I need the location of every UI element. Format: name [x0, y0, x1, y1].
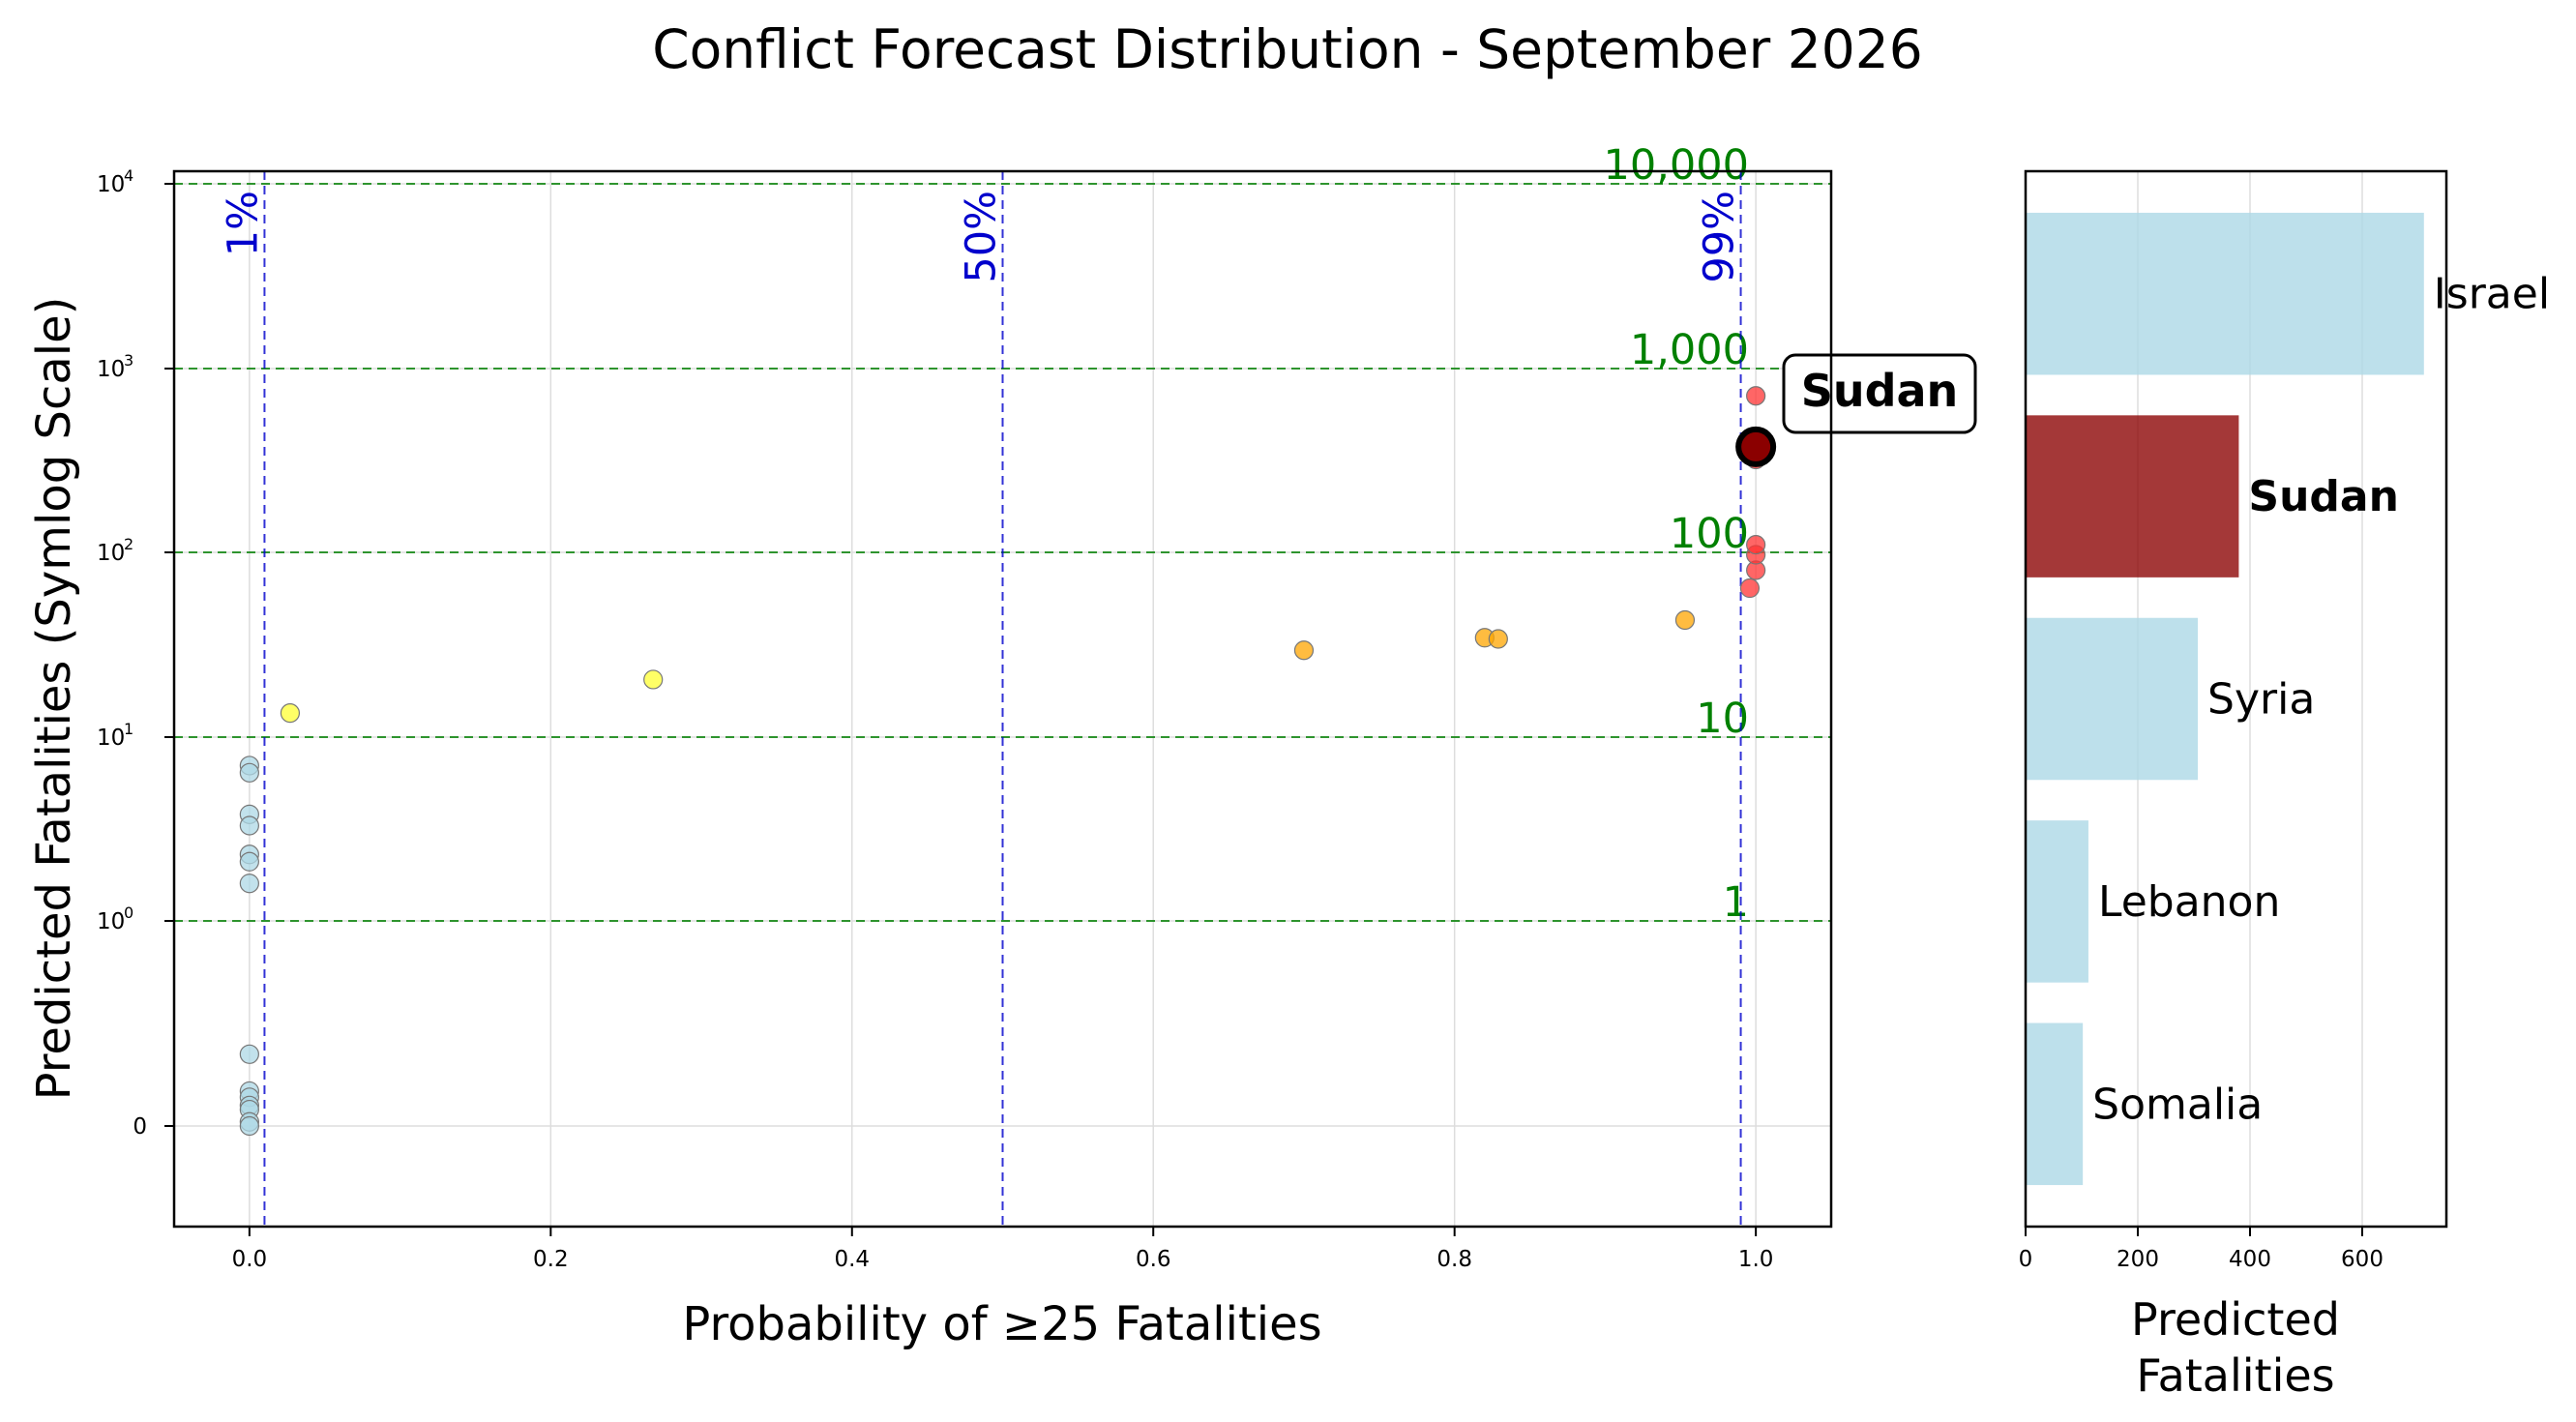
- bar-x-ticks: 0 200 400 600: [2019, 1227, 2384, 1272]
- bar-x-tick-label: 400: [2229, 1247, 2271, 1272]
- fatality-line-label: 1,000: [1630, 326, 1749, 374]
- bar-label: Israel: [2434, 270, 2550, 319]
- bar-label: Syria: [2207, 675, 2315, 725]
- scatter-x-ticks: 0.0 0.2 0.4 0.6 0.8 1.0: [232, 1227, 1774, 1272]
- y-tick-label: 10: [97, 541, 125, 566]
- x-tick-label: 0.8: [1436, 1247, 1472, 1272]
- y-tick-exponent: 3: [124, 351, 133, 370]
- data-point: [280, 703, 301, 724]
- highlight-point: [1735, 426, 1777, 467]
- data-point: [239, 1044, 259, 1064]
- bar-axes-frame: [2024, 169, 2448, 1229]
- reference-lines: 1 10 100 1,000 10,000 1% 50% 99%: [174, 141, 1831, 1227]
- bar: [2026, 212, 2424, 375]
- bar-x-axis-label-line: Predicted: [2131, 1293, 2340, 1346]
- bar-x-tick-label: 0: [2019, 1247, 2033, 1272]
- bar-label: Sudan: [2248, 472, 2399, 521]
- y-tick-exponent: 1: [124, 720, 133, 738]
- y-tick-label: 0: [133, 1114, 147, 1140]
- fatality-line-label: 100: [1670, 510, 1749, 558]
- x-tick-label: 0.6: [1136, 1247, 1171, 1272]
- bars: Israel Sudan Syria Lebanon Somalia: [2026, 212, 2550, 1186]
- data-point: [1674, 609, 1696, 631]
- y-tick-label: 10: [97, 172, 125, 197]
- fatality-line-label: 1: [1723, 878, 1749, 927]
- data-point: [1746, 386, 1766, 406]
- bar: [2026, 617, 2199, 781]
- highlight-label: Sudan: [1801, 365, 1959, 417]
- data-point: [643, 669, 664, 690]
- data-point: [1488, 629, 1508, 649]
- x-tick-label: 0.4: [834, 1247, 870, 1272]
- data-point: [1746, 535, 1766, 555]
- bar-x-tick-label: 600: [2341, 1247, 2384, 1272]
- chart-title: Conflict Forecast Distribution - Septemb…: [652, 18, 1922, 80]
- data-point: [1293, 640, 1315, 661]
- bar-x-tick-label: 200: [2117, 1247, 2159, 1272]
- data-point: [239, 1115, 259, 1137]
- y-tick-exponent: 4: [124, 166, 133, 185]
- scatter-y-axis-label: Predicted Fatalities (Symlog Scale): [27, 297, 81, 1101]
- bar-x-axis-label-line: Fatalities: [2136, 1349, 2334, 1402]
- bar-label: Somalia: [2092, 1080, 2263, 1129]
- x-tick-label: 0.0: [232, 1247, 268, 1272]
- bar-plot: Israel Sudan Syria Lebanon Somalia 0 200 400 60…: [2019, 169, 2550, 1402]
- y-tick-label: 10: [97, 909, 125, 934]
- data-point: [239, 851, 259, 872]
- bar-x-axis-label: Predicted Fatalities: [2131, 1293, 2340, 1402]
- probability-line-label: 50%: [958, 191, 1006, 283]
- y-tick-label: 10: [97, 726, 125, 751]
- bar-label: Lebanon: [2098, 877, 2280, 927]
- y-tick-label: 10: [97, 357, 125, 382]
- bar: [2026, 820, 2088, 983]
- x-tick-label: 0.2: [533, 1247, 569, 1272]
- data-point: [239, 815, 259, 836]
- fatality-line-label: 10,000: [1604, 141, 1749, 190]
- probability-line-label: 99%: [1696, 191, 1744, 283]
- fatality-line-label: 10: [1696, 695, 1749, 743]
- highlight-marker: Sudan: [1735, 353, 1977, 467]
- data-point: [239, 874, 259, 894]
- probability-line-label: 1%: [219, 191, 267, 256]
- y-tick-exponent: 0: [124, 904, 133, 922]
- data-point: [239, 762, 259, 783]
- y-tick-exponent: 2: [124, 535, 133, 553]
- scatter-x-axis-label: Probability of ≥25 Fatalities: [682, 1297, 1321, 1351]
- data-point: [1739, 578, 1761, 599]
- bar: [2026, 415, 2239, 578]
- bar: [2026, 1022, 2084, 1186]
- x-tick-label: 1.0: [1738, 1247, 1774, 1272]
- scatter-axes-frame: [172, 169, 1833, 1229]
